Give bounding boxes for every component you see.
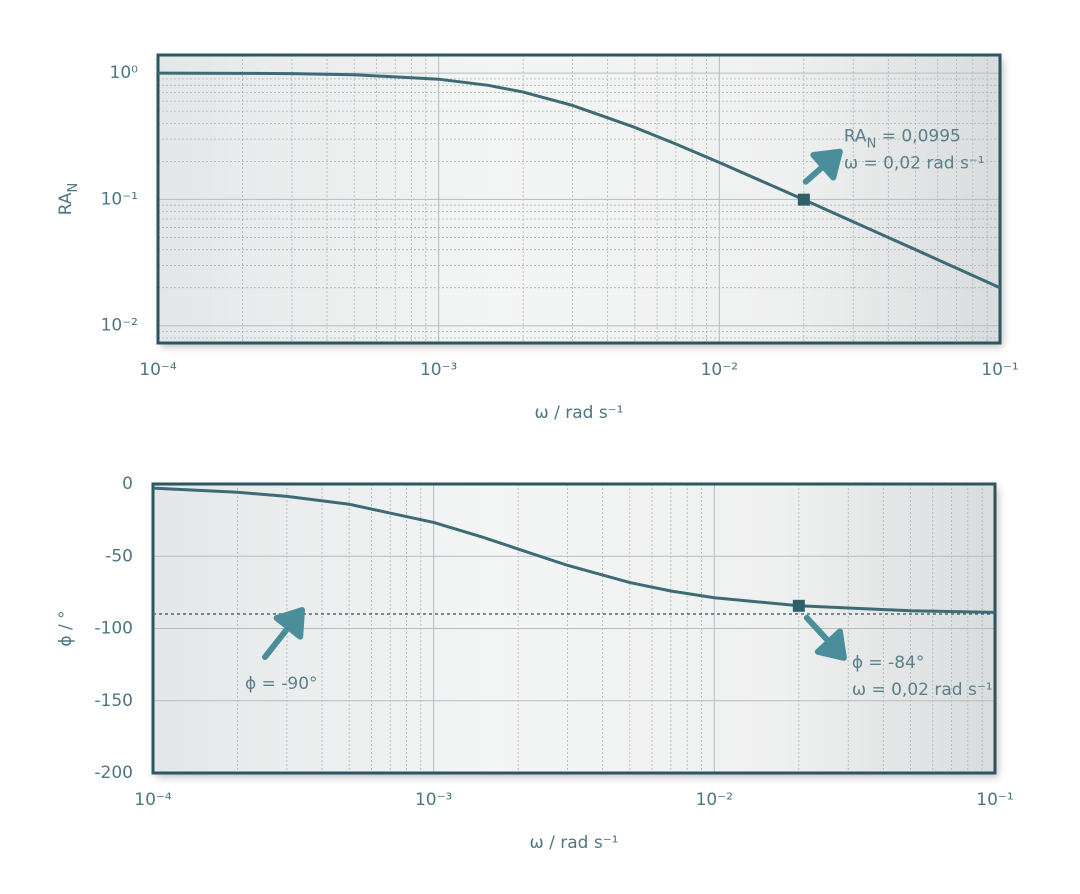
x-tick-label: 10⁻² [701, 360, 738, 380]
text-part: ϕ = -90° [245, 674, 318, 694]
x-axis-label: ω / rad s⁻¹ [534, 403, 623, 423]
annotation-text: ω = 0,02 rad s⁻¹ [852, 680, 993, 700]
x-tick-label: 10⁻¹ [981, 360, 1018, 380]
arrow-shaft [803, 614, 832, 645]
y-tick-label: 10⁰ [110, 63, 139, 83]
arrow-shaft [262, 624, 292, 661]
marker [792, 599, 805, 612]
y-tick-label: 10⁻² [101, 316, 138, 336]
text-part: ϕ = -84° [852, 653, 925, 673]
subscript: N [66, 183, 81, 193]
text-part: ω = 0,02 rad s⁻¹ [844, 154, 985, 174]
marker [797, 193, 810, 206]
x-tick-label: 10⁻⁴ [134, 790, 172, 810]
annotation-text: ϕ = -84° [852, 653, 925, 673]
text-part: RA [56, 192, 76, 215]
annotation-text: ϕ = -90° [245, 674, 318, 694]
curve [152, 486, 996, 614]
y-tick-label: -50 [105, 546, 133, 566]
y-tick-label: -100 [94, 619, 133, 639]
plot-frame [151, 482, 997, 775]
y-axis-label: ϕ / ° [56, 610, 76, 646]
x-tick-label: 10⁻³ [415, 790, 452, 810]
y-tick-label: -200 [94, 763, 133, 783]
text-part: RA [844, 127, 867, 147]
arrow-head [810, 148, 843, 181]
x-axis-label: ω / rad s⁻¹ [529, 833, 618, 853]
arrow-head [273, 607, 305, 640]
arrow-shaft [802, 163, 827, 185]
subscript: N [867, 137, 877, 152]
text-part: = 0,0995 [876, 127, 961, 147]
arrow-head [814, 628, 847, 661]
text-part: ϕ / ° [56, 610, 76, 646]
y-axis-label: RAN [56, 183, 81, 216]
text-part: ω = 0,02 rad s⁻¹ [852, 680, 993, 700]
curve [157, 71, 1001, 290]
y-tick-label: 10⁻¹ [101, 189, 138, 209]
x-tick-label: 10⁻⁴ [139, 360, 177, 380]
y-tick-label: 0 [122, 474, 133, 494]
annotation-text: ω = 0,02 rad s⁻¹ [844, 154, 985, 174]
annotation-text: RAN = 0,0995 [844, 127, 961, 152]
x-tick-label: 10⁻³ [420, 360, 457, 380]
x-tick-label: 10⁻² [696, 790, 733, 810]
y-tick-label: -150 [94, 691, 133, 711]
x-tick-label: 10⁻¹ [976, 790, 1013, 810]
plot-frame [156, 53, 1002, 345]
